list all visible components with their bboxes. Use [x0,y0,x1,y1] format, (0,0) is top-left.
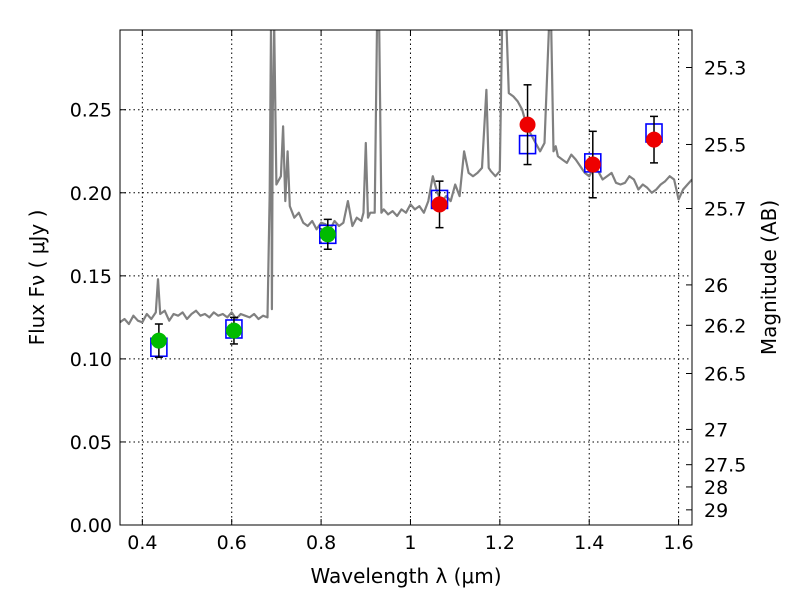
x-tick-label: 0.8 [306,532,336,554]
spectrum-line [120,30,692,326]
y-axis-label-group: Flux Fν ( μJy ) [25,210,49,346]
observed-point [646,131,663,148]
right-tick-label: 26 [704,275,728,297]
observed-point [319,226,336,243]
ticks: 0.4 0.6 0.8 1 1.2 1.4 1.6 0.00 0.05 0.10 0.15 0.20 0… [70,30,746,554]
y-tick-label: 0.15 [70,266,112,288]
right-axis-label-group: Magnitude (AB) [757,200,781,355]
right-tick-label: 29 [704,500,728,522]
right-axis-label: Magnitude (AB) [757,200,781,355]
y-tick-label: 0.25 [70,100,112,122]
observed-point [150,332,167,349]
right-tick-label: 27.5 [704,455,746,477]
x-tick-label: 1.2 [485,532,515,554]
right-tick-label: 25.5 [704,134,746,156]
y-axis-label: Flux Fν ( μJy ) [25,210,49,346]
x-tick-label: 1.6 [663,532,693,554]
x-tick-label: 1 [404,532,416,554]
right-tick-label: 27 [704,419,728,441]
right-tick-label: 25.7 [704,198,746,220]
model-series [150,123,663,358]
x-axis-label: Wavelength λ (μm) [310,564,501,588]
y-tick-label: 0.10 [70,349,112,371]
x-axis-label-group: Wavelength λ (μm) [310,564,501,588]
x-tick-label: 0.6 [217,532,247,554]
observed-point [584,156,601,173]
right-tick-label: 26.2 [704,315,746,337]
right-tick-label: 28 [704,477,728,499]
observed-point [519,116,536,133]
observed-point [431,196,448,213]
plot-frame [119,29,693,526]
grid [120,30,692,526]
observed-point [225,322,242,339]
y-tick-label: 0.05 [70,432,112,454]
x-tick-label: 1.4 [574,532,604,554]
spectrum-series [120,30,692,326]
y-tick-label: 0.20 [70,183,112,205]
right-tick-label: 25.3 [704,58,746,80]
right-tick-label: 26.5 [704,364,746,386]
observed-series [150,84,663,358]
x-tick-label: 0.4 [127,532,157,554]
y-tick-label: 0.00 [70,515,112,537]
